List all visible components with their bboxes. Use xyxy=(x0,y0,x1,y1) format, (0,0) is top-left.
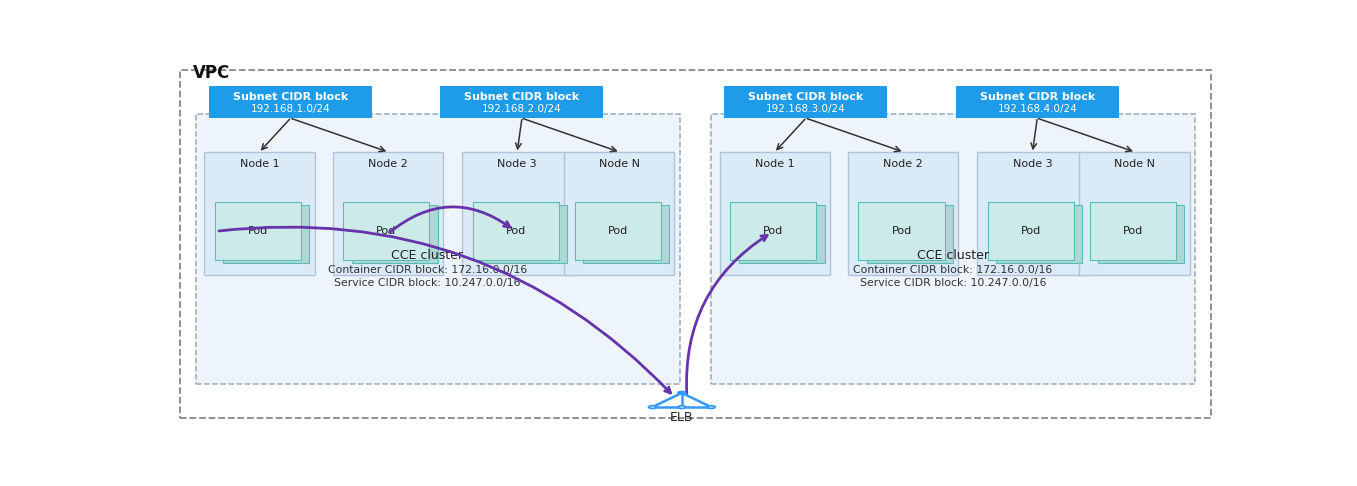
Circle shape xyxy=(678,392,685,394)
Text: Node N: Node N xyxy=(1114,158,1155,169)
Bar xyxy=(867,206,953,263)
Text: Pod: Pod xyxy=(1122,226,1143,236)
Bar xyxy=(472,202,559,260)
Bar xyxy=(977,152,1088,276)
Bar xyxy=(574,202,661,260)
Text: Node N: Node N xyxy=(598,158,639,169)
Text: Subnet CIDR block: Subnet CIDR block xyxy=(233,91,349,102)
Bar xyxy=(1098,206,1185,263)
Text: Subnet CIDR block: Subnet CIDR block xyxy=(464,91,579,102)
Bar xyxy=(224,206,309,263)
Text: 192.168.3.0/24: 192.168.3.0/24 xyxy=(765,104,845,114)
Bar xyxy=(955,87,1118,118)
Text: Node 3: Node 3 xyxy=(1012,158,1052,169)
Bar xyxy=(584,206,669,263)
Text: Node 2: Node 2 xyxy=(883,158,923,169)
Text: ELB: ELB xyxy=(670,411,693,424)
Text: Service CIDR block: 10.247.0.0/16: Service CIDR block: 10.247.0.0/16 xyxy=(860,278,1046,289)
Circle shape xyxy=(678,406,685,408)
Text: Container CIDR block: 172.16.0.0/16: Container CIDR block: 172.16.0.0/16 xyxy=(327,265,527,276)
Text: CCE cluster: CCE cluster xyxy=(917,249,989,262)
Text: Node 3: Node 3 xyxy=(498,158,537,169)
Bar xyxy=(730,202,817,260)
Text: Pod: Pod xyxy=(1020,226,1041,236)
Text: 192.168.1.0/24: 192.168.1.0/24 xyxy=(251,104,331,114)
Text: Subnet CIDR block: Subnet CIDR block xyxy=(748,91,863,102)
Text: 192.168.4.0/24: 192.168.4.0/24 xyxy=(997,104,1077,114)
Text: Pod: Pod xyxy=(376,226,396,236)
Circle shape xyxy=(649,406,657,408)
Bar xyxy=(996,206,1083,263)
Text: VPC: VPC xyxy=(193,64,231,82)
Text: Service CIDR block: 10.247.0.0/16: Service CIDR block: 10.247.0.0/16 xyxy=(334,278,521,289)
Bar xyxy=(343,202,429,260)
Bar xyxy=(859,202,944,260)
Text: Node 1: Node 1 xyxy=(240,158,280,169)
Bar xyxy=(988,202,1075,260)
Bar xyxy=(461,152,573,276)
Bar xyxy=(214,202,301,260)
Text: Pod: Pod xyxy=(608,226,628,236)
Bar xyxy=(738,206,825,263)
Text: 192.168.2.0/24: 192.168.2.0/24 xyxy=(482,104,562,114)
Bar xyxy=(848,152,958,276)
Bar xyxy=(711,114,1196,384)
Text: Container CIDR block: 172.16.0.0/16: Container CIDR block: 172.16.0.0/16 xyxy=(854,265,1053,276)
Text: CCE cluster: CCE cluster xyxy=(391,249,463,262)
Bar xyxy=(332,152,444,276)
Text: Pod: Pod xyxy=(892,226,912,236)
Bar xyxy=(565,152,674,276)
Text: Node 1: Node 1 xyxy=(754,158,795,169)
Bar xyxy=(1079,152,1190,276)
Text: Subnet CIDR block: Subnet CIDR block xyxy=(980,91,1095,102)
Bar xyxy=(441,87,604,118)
Bar xyxy=(351,206,438,263)
Circle shape xyxy=(707,406,715,408)
Bar xyxy=(195,114,680,384)
Bar xyxy=(480,206,567,263)
Bar xyxy=(725,87,887,118)
Bar xyxy=(719,152,830,276)
Text: Node 2: Node 2 xyxy=(368,158,407,169)
Text: Pod: Pod xyxy=(248,226,269,236)
Bar xyxy=(209,87,372,118)
Text: Pod: Pod xyxy=(506,226,525,236)
Bar xyxy=(1090,202,1177,260)
Bar xyxy=(205,152,315,276)
Text: Pod: Pod xyxy=(763,226,783,236)
